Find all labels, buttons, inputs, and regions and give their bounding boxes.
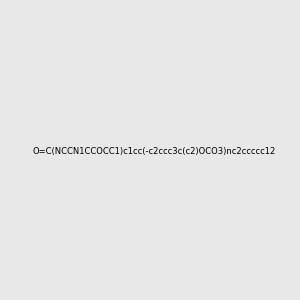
Text: O=C(NCCN1CCOCC1)c1cc(-c2ccc3c(c2)OCO3)nc2ccccc12: O=C(NCCN1CCOCC1)c1cc(-c2ccc3c(c2)OCO3)nc…: [32, 147, 275, 156]
